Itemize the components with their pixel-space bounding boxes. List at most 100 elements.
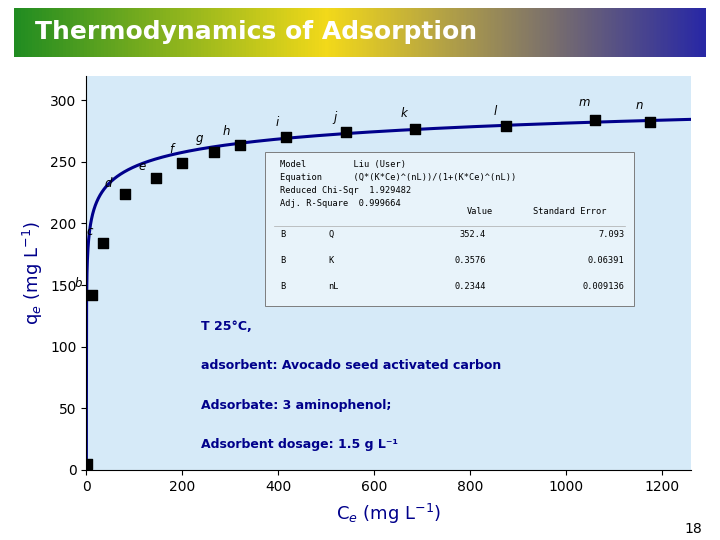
Bar — [412, 8, 416, 57]
Bar — [374, 8, 378, 57]
Text: 18: 18 — [684, 522, 702, 536]
Bar — [45, 8, 50, 57]
Bar — [14, 8, 19, 57]
Bar — [256, 8, 261, 57]
Bar — [644, 8, 647, 57]
Bar — [128, 8, 132, 57]
Bar — [153, 8, 157, 57]
Text: i: i — [276, 116, 279, 129]
Bar — [405, 8, 409, 57]
Text: 0.009136: 0.009136 — [582, 281, 625, 291]
Bar — [118, 8, 122, 57]
Bar — [232, 8, 236, 57]
Bar — [356, 8, 361, 57]
Bar — [488, 8, 492, 57]
Bar — [667, 8, 672, 57]
Bar — [395, 8, 399, 57]
Bar — [184, 8, 188, 57]
Bar — [318, 8, 323, 57]
Bar — [122, 8, 126, 57]
Bar — [343, 8, 347, 57]
Bar — [557, 8, 561, 57]
Bar — [443, 8, 447, 57]
Bar — [97, 8, 102, 57]
Bar — [636, 8, 641, 57]
Bar — [516, 8, 520, 57]
Bar — [391, 8, 395, 57]
Bar — [76, 8, 81, 57]
Bar — [364, 8, 368, 57]
Point — [86, 291, 98, 299]
Text: m: m — [578, 96, 590, 109]
Bar — [346, 8, 351, 57]
Text: 0.06391: 0.06391 — [588, 256, 625, 265]
Bar — [73, 8, 77, 57]
Bar — [436, 8, 440, 57]
Bar — [308, 8, 312, 57]
Bar — [177, 8, 181, 57]
Text: 7.093: 7.093 — [598, 230, 625, 239]
Text: B: B — [280, 230, 285, 239]
Bar — [550, 8, 554, 57]
Bar — [32, 8, 36, 57]
Bar — [577, 8, 582, 57]
Bar — [108, 8, 112, 57]
FancyBboxPatch shape — [265, 152, 634, 306]
Bar — [35, 8, 40, 57]
Bar — [623, 8, 627, 57]
Bar — [264, 8, 267, 57]
Bar — [402, 8, 405, 57]
Text: l: l — [494, 105, 497, 118]
Bar — [696, 8, 699, 57]
Bar — [94, 8, 98, 57]
Bar — [24, 8, 29, 57]
Point — [234, 140, 246, 149]
X-axis label: C$_e$ (mg L$^{-1}$): C$_e$ (mg L$^{-1}$) — [336, 502, 441, 526]
Bar — [471, 8, 474, 57]
Text: Model         Liu (User)
Equation      (Q*(K*Ce)^(nL))/(1+(K*Ce)^(nL))
Reduced C: Model Liu (User) Equation (Q*(K*Ce)^(nL)… — [280, 160, 516, 208]
Bar — [508, 8, 513, 57]
Point — [150, 173, 162, 182]
Bar — [657, 8, 662, 57]
Bar — [132, 8, 136, 57]
Text: 0.2344: 0.2344 — [454, 281, 485, 291]
Bar — [606, 8, 610, 57]
Bar — [581, 8, 585, 57]
Bar — [339, 8, 343, 57]
Bar — [215, 8, 219, 57]
Bar — [429, 8, 433, 57]
Bar — [305, 8, 309, 57]
Bar — [502, 8, 506, 57]
Point — [500, 122, 512, 131]
Bar — [139, 8, 143, 57]
Bar — [460, 8, 464, 57]
Bar — [609, 8, 613, 57]
Bar — [546, 8, 551, 57]
Bar — [536, 8, 541, 57]
Point — [410, 124, 421, 133]
Bar — [519, 8, 523, 57]
Point — [176, 159, 188, 167]
Bar — [53, 8, 57, 57]
Bar — [225, 8, 230, 57]
Bar — [688, 8, 693, 57]
Bar — [526, 8, 530, 57]
Text: n: n — [636, 98, 643, 112]
Bar — [678, 8, 682, 57]
Bar — [22, 8, 25, 57]
Bar — [163, 8, 167, 57]
Bar — [384, 8, 388, 57]
Bar — [28, 8, 32, 57]
Bar — [685, 8, 689, 57]
Bar — [294, 8, 299, 57]
Bar — [585, 8, 589, 57]
Text: Q: Q — [328, 230, 333, 239]
Bar — [49, 8, 53, 57]
Bar — [426, 8, 430, 57]
Bar — [101, 8, 105, 57]
Bar — [333, 8, 336, 57]
Bar — [204, 8, 209, 57]
Bar — [239, 8, 243, 57]
Bar — [560, 8, 564, 57]
Bar — [125, 8, 129, 57]
